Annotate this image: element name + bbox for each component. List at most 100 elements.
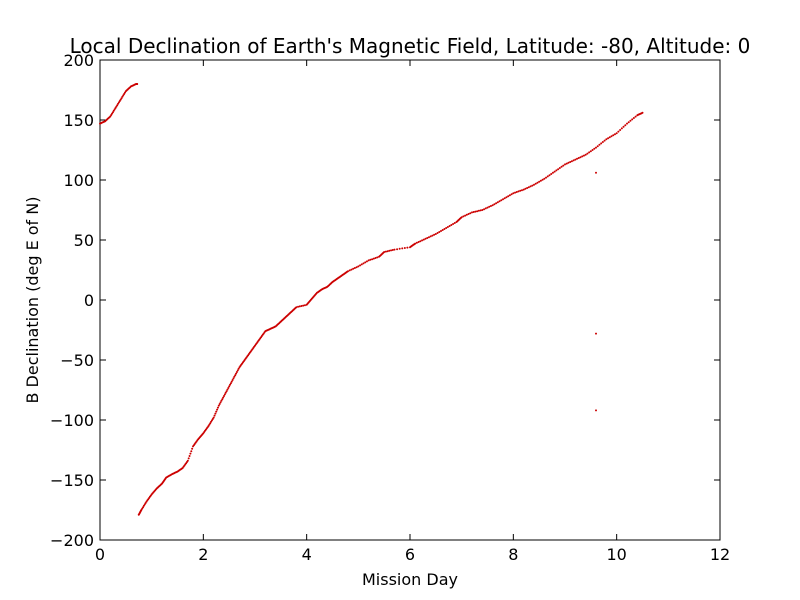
data-point: [352, 267, 355, 270]
data-point: [348, 269, 351, 272]
data-point: [347, 270, 349, 273]
data-point: [479, 209, 482, 212]
data-point: [536, 181, 539, 184]
data-point: [574, 158, 577, 161]
data-point: [627, 121, 630, 124]
data-point: [371, 258, 374, 261]
data-point: [531, 184, 534, 187]
data-point: [564, 163, 566, 166]
data-point: [589, 150, 592, 153]
data-point: [543, 177, 546, 180]
data-point: [401, 247, 404, 250]
data-point: [235, 371, 238, 373]
data-point: [136, 83, 139, 85]
y-tick-label: −50: [60, 351, 94, 370]
data-point: [612, 134, 615, 137]
y-tick-label: −100: [50, 411, 94, 430]
data-point: [534, 182, 537, 185]
data-point: [641, 111, 644, 114]
data-point: [188, 455, 191, 457]
data-point: [225, 390, 228, 393]
chart-title: Local Declination of Earth's Magnetic Fi…: [70, 34, 751, 58]
data-point: [526, 187, 529, 189]
data-point: [527, 186, 530, 189]
data-point: [232, 377, 235, 380]
data-point: [191, 447, 194, 450]
data-point: [295, 306, 298, 309]
data-point: [481, 209, 484, 211]
data-point: [558, 167, 561, 169]
data-point: [441, 229, 444, 231]
data-point: [603, 139, 606, 142]
data-point: [462, 215, 465, 218]
data-point: [548, 174, 551, 177]
data-point: [446, 226, 449, 228]
data-point: [297, 305, 300, 308]
data-point: [227, 387, 230, 389]
y-tick-label: −200: [50, 531, 94, 550]
data-point: [452, 223, 455, 225]
data-point: [522, 188, 525, 191]
data-point: [605, 138, 608, 141]
data-point: [582, 154, 585, 157]
data-points: [99, 83, 644, 516]
plot-frame: [99, 59, 721, 541]
data-point: [510, 193, 513, 196]
data-point: [433, 233, 436, 236]
data-point: [519, 189, 522, 192]
data-point: [440, 230, 442, 232]
data-point: [505, 196, 508, 199]
data-point: [567, 161, 570, 164]
data-point: [222, 396, 225, 399]
data-point: [226, 388, 229, 391]
data-point: [216, 408, 219, 411]
y-tick-label: −150: [50, 471, 94, 490]
data-point: [517, 190, 520, 193]
data-point: [453, 222, 456, 224]
data-point: [396, 248, 399, 251]
data-point: [617, 130, 620, 133]
data-point: [429, 235, 432, 238]
data-point: [213, 414, 216, 417]
data-point: [496, 201, 499, 204]
data-point: [403, 247, 406, 249]
data-point: [500, 199, 503, 202]
data-point: [584, 153, 587, 156]
data-point: [431, 234, 434, 237]
data-point: [235, 372, 238, 375]
data-point: [443, 228, 446, 230]
data-point: [533, 183, 535, 186]
data-point: [217, 404, 220, 407]
data-point: [615, 132, 618, 135]
data-point: [593, 147, 596, 150]
data-point: [471, 211, 473, 214]
data-point: [610, 135, 613, 138]
data-point: [626, 122, 628, 125]
x-tick-label: 6: [405, 545, 415, 564]
data-point: [189, 452, 192, 455]
data-point: [398, 247, 401, 250]
data-point: [546, 175, 549, 178]
x-tick-label: 12: [710, 545, 730, 564]
y-axis-label: B Declination (deg E of N): [23, 197, 42, 404]
data-point: [576, 157, 579, 160]
x-tick-label: 2: [198, 545, 208, 564]
data-point: [608, 136, 611, 139]
data-point: [477, 209, 480, 212]
data-point: [218, 403, 221, 405]
data-point: [436, 232, 439, 234]
data-point: [460, 216, 463, 219]
data-point: [300, 305, 303, 307]
data-point: [390, 249, 393, 252]
data-point: [234, 374, 237, 377]
data-point: [212, 416, 215, 419]
data-point: [553, 170, 556, 173]
data-point: [406, 246, 409, 249]
data-point: [450, 224, 453, 226]
data-point: [237, 367, 240, 370]
x-tick-label: 8: [508, 545, 518, 564]
data-point: [634, 115, 637, 118]
data-point: [359, 264, 362, 267]
x-tick-label: 0: [95, 545, 105, 564]
data-point: [464, 214, 467, 217]
